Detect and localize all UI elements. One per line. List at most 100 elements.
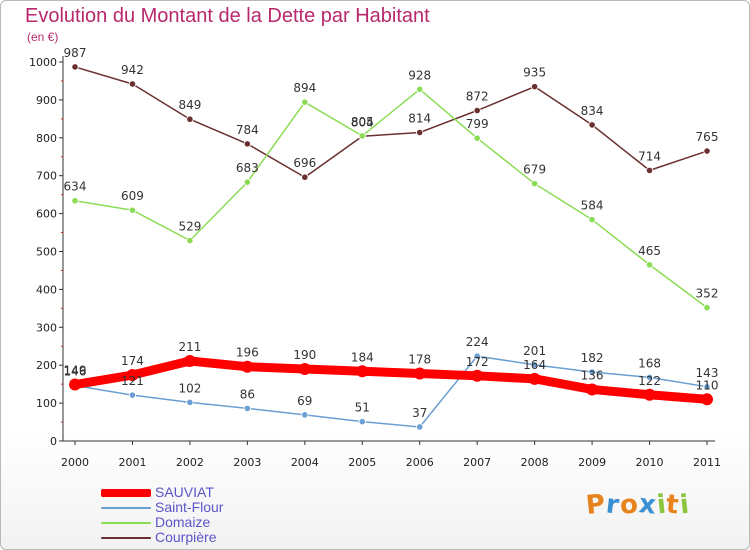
y-tick-label: 500 (36, 246, 57, 259)
data-label: 201 (523, 344, 546, 358)
legend-swatch (101, 536, 151, 539)
x-tick-label: 2005 (348, 456, 376, 469)
data-point (358, 418, 366, 426)
legend-label: Saint-Flour (155, 499, 224, 515)
data-point (473, 106, 481, 115)
data-point (645, 261, 654, 269)
data-label: 149 (64, 364, 87, 378)
y-tick-label: 100 (36, 397, 57, 410)
series-line-domaize (74, 88, 708, 309)
data-label: 834 (581, 104, 604, 118)
legend-label: Domaize (155, 514, 211, 530)
legend-swatch (101, 488, 151, 497)
data-label: 172 (466, 355, 489, 369)
data-point (186, 236, 194, 245)
x-tick-label: 2000 (61, 456, 89, 469)
data-label: 849 (178, 98, 201, 112)
data-label: 928 (408, 68, 431, 82)
x-tick-label: 2001 (118, 456, 146, 469)
data-label: 224 (466, 335, 489, 349)
legend-swatch (101, 521, 151, 524)
data-point (586, 383, 599, 396)
data-label: 696 (293, 156, 316, 170)
data-point (588, 216, 596, 224)
data-label: 935 (523, 66, 546, 80)
data-label: 872 (466, 90, 489, 104)
data-point (416, 128, 424, 137)
y-tick-label: 900 (36, 94, 57, 107)
series-line-saintflour (74, 355, 708, 428)
chart-title: Evolution du Montant de la Dette par Hab… (25, 5, 430, 27)
data-point (531, 180, 539, 188)
data-point (471, 369, 484, 382)
data-point (71, 63, 79, 71)
legend-swatch (101, 506, 151, 509)
data-label: 814 (408, 111, 431, 125)
data-point (588, 368, 596, 376)
data-label: 765 (696, 130, 719, 144)
data-label: 804 (351, 115, 374, 129)
data-label: 634 (64, 180, 87, 194)
data-point (243, 178, 251, 186)
data-point (298, 362, 311, 375)
series-line-sauviat (70, 356, 712, 404)
data-label: 584 (581, 199, 604, 213)
data-point (416, 85, 424, 93)
logo-letter: i (678, 489, 692, 521)
data-point (186, 115, 194, 123)
data-label: 102 (178, 381, 201, 395)
data-label: 110 (696, 378, 719, 392)
data-label: 168 (638, 356, 661, 370)
data-label: 174 (121, 354, 144, 368)
legend-item: Courpière (101, 530, 223, 545)
data-point (241, 360, 254, 373)
legend-item: Saint-Flour (101, 500, 223, 515)
data-point (703, 383, 711, 391)
data-label: 178 (408, 353, 431, 367)
data-label: 942 (121, 63, 144, 77)
data-point (703, 303, 711, 312)
data-point (128, 391, 137, 399)
data-label: 987 (64, 46, 87, 60)
data-point (186, 398, 194, 406)
data-point (301, 173, 309, 181)
y-tick-label: 300 (36, 321, 57, 334)
data-label: 683 (236, 161, 259, 175)
data-label: 196 (236, 346, 259, 360)
data-point (71, 197, 79, 205)
x-tick-label: 2008 (521, 456, 549, 469)
data-point (243, 404, 251, 413)
data-label: 784 (236, 123, 259, 137)
data-label: 529 (178, 220, 201, 234)
data-label: 37 (412, 406, 427, 420)
data-point (356, 365, 369, 378)
data-point (128, 206, 137, 214)
x-tick-label: 2006 (406, 456, 434, 469)
data-point (183, 355, 196, 368)
data-point (645, 373, 654, 381)
data-point (128, 80, 137, 88)
data-point (645, 166, 654, 174)
data-label: 136 (581, 368, 604, 382)
legend-label: Courpière (155, 529, 217, 545)
data-point (69, 378, 81, 391)
x-tick-label: 2010 (636, 456, 664, 469)
data-label: 51 (355, 401, 370, 415)
data-label: 146 (64, 365, 87, 379)
data-label: 143 (696, 366, 719, 380)
data-label: 122 (638, 374, 661, 388)
data-label: 211 (178, 340, 201, 354)
x-tick-label: 2007 (463, 456, 491, 469)
data-point (701, 393, 713, 406)
y-tick-label: 200 (36, 359, 57, 372)
y-tick-label: 600 (36, 208, 57, 221)
data-label: 609 (121, 189, 144, 203)
legend-label: SAUVIAT (155, 484, 214, 500)
data-point (528, 372, 541, 385)
data-label: 121 (121, 374, 144, 388)
data-point (473, 134, 481, 142)
y-tick-label: 700 (36, 170, 57, 183)
legend-item: Domaize (101, 515, 223, 530)
